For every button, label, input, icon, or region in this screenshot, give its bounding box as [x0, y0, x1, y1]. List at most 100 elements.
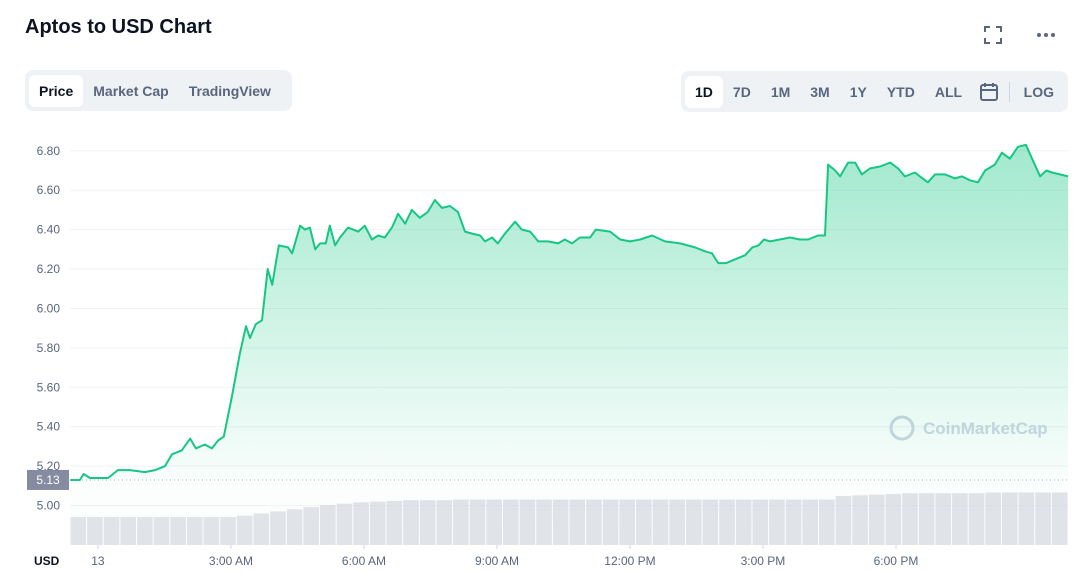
- volume-bar: [636, 499, 652, 545]
- volume-bar: [918, 493, 935, 545]
- volume-bar: [619, 499, 636, 545]
- y-tick-label: 6.00: [37, 301, 61, 315]
- chart-tabs: Price Market Cap TradingView: [25, 70, 292, 111]
- more-icon[interactable]: [1035, 25, 1057, 45]
- tab-button[interactable]: Price: [29, 74, 84, 107]
- volume-bar: [502, 499, 519, 545]
- range-button[interactable]: 1D: [685, 75, 723, 108]
- volume-bar: [137, 517, 153, 545]
- volume-bar: [902, 493, 918, 545]
- x-tick-label: 3:00 AM: [209, 554, 253, 568]
- volume-bar: [386, 500, 403, 545]
- volume-bar: [270, 511, 286, 545]
- y-tick-label: 5.20: [37, 459, 61, 473]
- tab-button[interactable]: Market Cap: [93, 82, 169, 99]
- volume-bar: [486, 499, 502, 545]
- x-tick-label: 9:00 AM: [475, 554, 519, 568]
- range-button[interactable]: 3M: [810, 83, 830, 100]
- range-button[interactable]: YTD: [886, 83, 915, 100]
- chart-title: Aptos to USD Chart: [25, 16, 212, 38]
- fullscreen-icon[interactable]: [983, 25, 1003, 45]
- y-tick-label: 5.00: [37, 499, 61, 513]
- volume-bar: [403, 500, 419, 545]
- y-tick-label: 5.80: [37, 341, 61, 355]
- volume-bar: [968, 493, 985, 545]
- volume-bar: [852, 495, 868, 545]
- volume-bar: [170, 517, 186, 545]
- x-tick-label: 13: [91, 554, 105, 568]
- volume-bar: [552, 499, 569, 545]
- volume-bar: [536, 499, 552, 545]
- volume-bar: [802, 499, 818, 545]
- volume-bar: [835, 496, 852, 545]
- x-tick-label: 3:00 PM: [741, 554, 786, 568]
- currency-bg: [28, 552, 68, 570]
- volume-bar: [652, 499, 669, 545]
- volume-bar: [236, 515, 253, 545]
- y-tick-label: 6.20: [37, 262, 61, 276]
- volume-bar: [935, 493, 952, 545]
- current-price-label: 5.13: [36, 473, 60, 487]
- volume-bar: [286, 509, 303, 545]
- volume-bar: [419, 500, 436, 545]
- volume-bar: [952, 493, 968, 545]
- range-button[interactable]: 1M: [770, 83, 791, 100]
- volume-bar: [769, 499, 785, 545]
- calendar-icon[interactable]: [972, 82, 1005, 102]
- volume-bar: [719, 499, 735, 545]
- volume-bar: [685, 499, 702, 545]
- volume-bar: [369, 501, 386, 545]
- y-tick-label: 6.40: [37, 223, 61, 237]
- currency-label: USD: [34, 554, 60, 568]
- x-tick-label: 12:00 PM: [604, 554, 655, 568]
- volume-bar: [336, 503, 353, 545]
- volume-bar: [519, 499, 536, 545]
- volume-bar: [1001, 492, 1018, 545]
- volume-bar: [985, 492, 1001, 545]
- volume-bar: [735, 499, 752, 545]
- volume-bar: [785, 499, 802, 545]
- volume-bar: [70, 517, 87, 545]
- current-price-box: [27, 469, 69, 490]
- price-line: [70, 143, 1069, 481]
- separator: [1008, 81, 1010, 102]
- volume-bar: [1035, 492, 1051, 545]
- volume-bar: [87, 517, 103, 545]
- volume-bar: [1018, 492, 1035, 545]
- volume-bar: [120, 517, 137, 545]
- volume-bar: [868, 494, 885, 545]
- range-button[interactable]: ALL: [934, 83, 963, 100]
- y-tick-label: 6.60: [37, 183, 61, 197]
- volume-bar: [885, 493, 902, 545]
- volume-bar: [702, 499, 719, 545]
- volume-bar: [103, 517, 120, 545]
- volume-bar: [819, 499, 835, 545]
- volume-bar: [186, 517, 203, 545]
- volume-bar: [1051, 492, 1068, 545]
- x-tick-label: 6:00 AM: [342, 554, 386, 568]
- volume-bar: [752, 499, 769, 545]
- volume-bar: [353, 502, 369, 545]
- volume-bar: [669, 499, 685, 545]
- volume-bar: [253, 513, 270, 545]
- volume-bar: [203, 517, 220, 545]
- y-tick-label: 5.60: [37, 380, 61, 394]
- range-button[interactable]: 1Y: [849, 83, 867, 100]
- y-tick-label: 5.40: [37, 420, 61, 434]
- x-tick-label: 6:00 PM: [874, 554, 919, 568]
- volume-bar: [220, 517, 236, 545]
- price-area: [70, 144, 1068, 545]
- volume-bar: [602, 499, 619, 545]
- volume-bar: [320, 505, 336, 545]
- range-buttons: 1D 7D 1M 3M 1Y YTD ALL LOG: [681, 71, 1068, 112]
- range-button[interactable]: 7D: [732, 83, 751, 100]
- volume-bar: [453, 499, 469, 545]
- tab-button[interactable]: TradingView: [188, 82, 271, 99]
- y-tick-label: 6.80: [37, 144, 61, 158]
- volume-bar: [153, 517, 170, 545]
- scale-button[interactable]: LOG: [1023, 83, 1054, 100]
- volume-bar: [436, 500, 453, 545]
- volume-bar: [303, 507, 319, 545]
